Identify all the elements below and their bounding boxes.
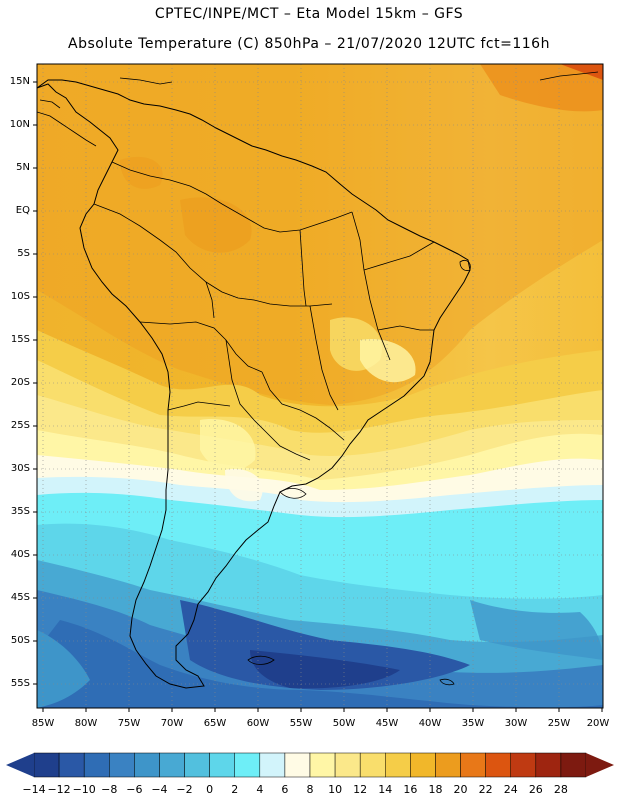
colorbar-cell (159, 752, 185, 778)
lat-label-15n: 15N (9, 76, 30, 87)
colorbar-label: 24 (503, 783, 518, 796)
lon-label-85w: 85W (31, 718, 55, 729)
temperature-field (37, 64, 603, 708)
colorbar-label: −6 (126, 783, 143, 796)
country-borders (93, 161, 435, 461)
axis-ticks (33, 81, 603, 712)
lon-label-45w: 45W (375, 718, 399, 729)
colorbar-cell (33, 752, 60, 778)
lon-label-25w: 25W (547, 718, 571, 729)
colorbar-low-arrow (6, 753, 34, 777)
lon-label-50w: 50W (332, 718, 356, 729)
colorbar-cell (435, 752, 461, 778)
lat-label-30s: 30S (10, 463, 30, 474)
south-america-coastline (37, 79, 471, 689)
colorbar-label: 16 (403, 783, 418, 796)
lon-label-70w: 70W (160, 718, 184, 729)
lat-label-eq: EQ (15, 205, 30, 216)
colorbar-cell (510, 752, 537, 778)
colorbar-label: 18 (428, 783, 443, 796)
lat-label-25s: 25S (10, 420, 30, 431)
colorbar-label: −14 (22, 783, 46, 796)
lat-label-15s: 15S (10, 334, 30, 345)
colorbar-cell (535, 752, 562, 778)
lat-label-50s: 50S (10, 635, 30, 646)
colorbar-label: 28 (553, 783, 568, 796)
colorbar-cell (259, 752, 286, 778)
colorbar-label: 0 (206, 783, 214, 796)
lon-label-65w: 65W (203, 718, 227, 729)
colorbar-cell (209, 752, 235, 778)
lon-label-20w: 20W (586, 718, 610, 729)
colorbar-label: −10 (72, 783, 96, 796)
colorbar-label: 20 (453, 783, 468, 796)
lon-label-30w: 30W (504, 718, 528, 729)
colorbar-label: −4 (151, 783, 168, 796)
lat-label-5s: 5S (17, 248, 30, 259)
colorbar-cell (460, 752, 486, 778)
colorbar-label: −8 (101, 783, 118, 796)
colorbar-label: 22 (478, 783, 493, 796)
title-line-1: CPTEC/INPE/MCT – Eta Model 15km – GFS (154, 6, 464, 22)
colorbar-cell (109, 752, 135, 778)
colorbar-cell (334, 752, 361, 778)
colorbar-label: 10 (328, 783, 343, 796)
colorbar-cell (410, 752, 436, 778)
lat-label-5n: 5N (16, 162, 30, 173)
lon-label-80w: 80W (74, 718, 98, 729)
colorbar-cell (284, 752, 311, 778)
colorbar-cell (234, 752, 261, 778)
colorbar-label: 2 (231, 783, 239, 796)
colorbar-cell (560, 752, 587, 778)
colorbar-cell (184, 752, 210, 778)
colorbar-label: 12 (353, 783, 368, 796)
lon-label-40w: 40W (418, 718, 442, 729)
colorbar-label: 8 (306, 783, 314, 796)
lat-label-10n: 10N (9, 119, 30, 130)
lat-label-20s: 20S (10, 377, 30, 388)
colorbar-cell (359, 752, 386, 778)
lat-label-55s: 55S (10, 678, 30, 689)
lat-label-10s: 10S (10, 291, 30, 302)
colorbar-label: 4 (256, 783, 264, 796)
lat-label-40s: 40S (10, 549, 30, 560)
colorbar-high-arrow (586, 753, 614, 777)
lon-label-35w: 35W (461, 718, 485, 729)
colorbar-label: −12 (47, 783, 71, 796)
colorbar-label: 26 (528, 783, 543, 796)
title-line-2: Absolute Temperature (C) 850hPa – 21/07/… (68, 36, 550, 52)
colorbar-label: 14 (378, 783, 393, 796)
colorbar-cell (58, 752, 85, 778)
lat-label-35s: 35S (10, 506, 30, 517)
lon-label-75w: 75W (117, 718, 141, 729)
colorbar-label: 6 (281, 783, 289, 796)
colorbar-cell (385, 752, 411, 778)
colorbar-label: −2 (176, 783, 193, 796)
colorbar-cell (134, 752, 160, 778)
colorbar-cell (309, 752, 336, 778)
map-frame (36, 63, 604, 709)
colorbar-cell (83, 752, 110, 778)
colorbar-cell (485, 752, 511, 778)
lon-label-60w: 60W (246, 718, 270, 729)
lat-label-45s: 45S (10, 592, 30, 603)
lon-label-55w: 55W (289, 718, 313, 729)
